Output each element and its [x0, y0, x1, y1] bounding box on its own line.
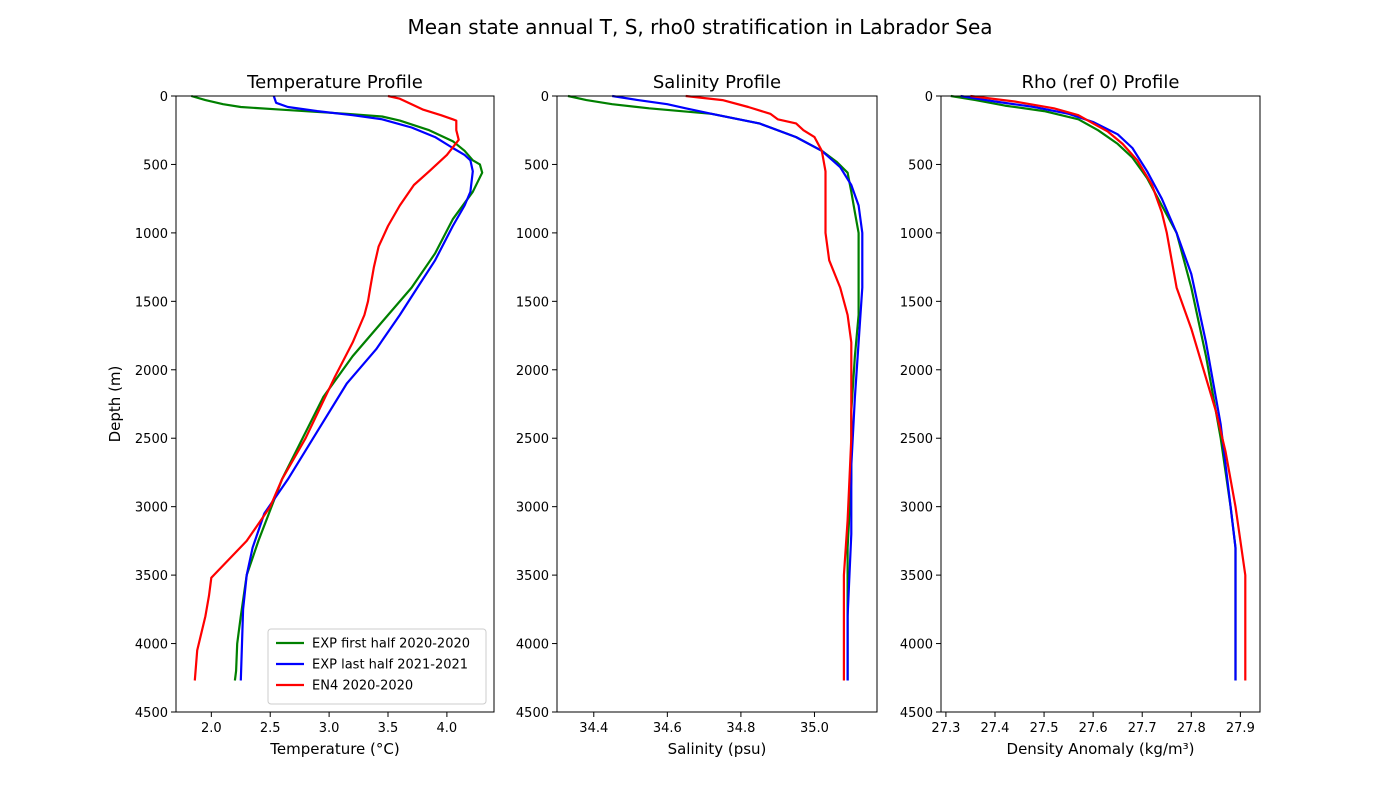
x-axis-label: Salinity (psu) — [668, 740, 767, 758]
y-tick-label: 3000 — [135, 501, 168, 516]
panel-rho-ref-0-profile: 27.3 27.4 27.5 27.6 27.7 27.8 27.9 0 500 1000 1500… — [900, 72, 1261, 758]
x-tick-label: 27.5 — [1030, 721, 1059, 736]
axes-frame — [940, 95, 1261, 713]
panel-title: Temperature Profile — [246, 72, 423, 93]
y-tick-label: 500 — [143, 158, 168, 173]
x-tick-label: 2.0 — [201, 721, 222, 736]
legend-entry-label: EXP last half 2021-2021 — [312, 658, 468, 673]
axes-frame — [556, 95, 878, 713]
legend-entry-label: EXP first half 2020-2020 — [312, 637, 470, 652]
y-tick-label: 1500 — [135, 295, 168, 310]
y-tick-label: 500 — [908, 158, 933, 173]
panel-salinity-profile: 34.4 34.6 34.8 35.0 0 500 1000 1500 2000 2500 3000… — [516, 72, 878, 758]
y-tick-label: 2000 — [900, 364, 933, 379]
y-tick-label: 2500 — [516, 432, 549, 447]
series-line-exp-first-half-2020-2020 — [950, 94, 1237, 681]
series-line-exp-first-half-2020-2020 — [190, 94, 484, 681]
x-tick-label: 35.0 — [800, 721, 829, 736]
x-tick-label: 27.4 — [981, 721, 1010, 736]
x-tick-label: 27.6 — [1079, 721, 1108, 736]
series-line-exp-last-half-2021-2021 — [612, 94, 864, 681]
x-tick-label: 27.9 — [1226, 721, 1255, 736]
y-tick-label: 1500 — [516, 295, 549, 310]
y-tick-label: 2500 — [135, 432, 168, 447]
y-tick-label: 3500 — [516, 569, 549, 584]
series-line-exp-last-half-2021-2021 — [960, 94, 1237, 681]
x-tick-label: 27.7 — [1128, 721, 1157, 736]
x-tick-label: 3.5 — [378, 721, 399, 736]
x-tick-label: 34.8 — [726, 721, 755, 736]
y-tick-label: 2000 — [135, 364, 168, 379]
y-tick-label: 500 — [524, 158, 549, 173]
axes-frame — [175, 95, 495, 713]
y-tick-label: 3500 — [900, 569, 933, 584]
y-tick-label: 1000 — [900, 227, 933, 242]
y-tick-label: 4500 — [516, 706, 549, 721]
y-tick-label: 4000 — [516, 638, 549, 653]
x-axis-label: Density Anomaly (kg/m³) — [1007, 740, 1195, 758]
x-tick-label: 3.0 — [319, 721, 340, 736]
series-line-exp-first-half-2020-2020 — [567, 94, 860, 681]
series-line-exp-last-half-2021-2021 — [239, 95, 474, 681]
y-tick-label: 1000 — [516, 227, 549, 242]
legend-entry-label: EN4 2020-2020 — [312, 679, 413, 694]
panel-title: Rho (ref 0) Profile — [1022, 72, 1180, 93]
y-tick-label: 1000 — [135, 227, 168, 242]
series-line-en4-2020-2020 — [685, 94, 853, 681]
panel-temperature-profile: 2.0 2.5 3.0 3.5 4.0 0 500 1000 1500 2000 2500 3000 3… — [106, 72, 495, 758]
y-tick-label: 3000 — [900, 501, 933, 516]
y-tick-label: 4500 — [135, 706, 168, 721]
y-tick-label: 0 — [160, 90, 168, 105]
x-tick-label: 2.5 — [260, 721, 281, 736]
series-line-en4-2020-2020 — [193, 94, 460, 681]
y-tick-label: 0 — [925, 90, 933, 105]
x-tick-label: 4.0 — [437, 721, 458, 736]
panel-title: Salinity Profile — [653, 72, 781, 93]
x-tick-label: 34.4 — [579, 721, 608, 736]
y-tick-label: 3500 — [135, 569, 168, 584]
series-line-en4-2020-2020 — [970, 94, 1247, 681]
axes-root: 2.0 2.5 3.0 3.5 4.00500100015002000250030003… — [106, 72, 1261, 758]
x-tick-label: 34.6 — [653, 721, 682, 736]
y-tick-label: 1500 — [900, 295, 933, 310]
x-axis-label: Temperature (°C) — [269, 740, 399, 758]
legend-box — [267, 628, 487, 705]
y-tick-label: 4000 — [135, 638, 168, 653]
y-tick-label: 0 — [541, 90, 549, 105]
figure-suptitle: Mean state annual T, S, rho0 stratificat… — [407, 15, 992, 39]
y-tick-label: 4500 — [900, 706, 933, 721]
y-axis-label: Depth (m) — [106, 366, 124, 443]
legend: EXP first half 2020-2020 EXP last half 20… — [267, 628, 487, 705]
y-tick-label: 2500 — [900, 432, 933, 447]
x-tick-label: 27.8 — [1177, 721, 1206, 736]
y-tick-label: 4000 — [900, 638, 933, 653]
y-tick-label: 3000 — [516, 501, 549, 516]
y-tick-label: 2000 — [516, 364, 549, 379]
x-tick-label: 27.3 — [931, 721, 960, 736]
